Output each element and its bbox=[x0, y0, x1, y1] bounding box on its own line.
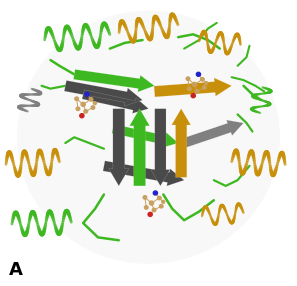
Circle shape bbox=[75, 97, 78, 100]
Circle shape bbox=[203, 86, 206, 89]
Circle shape bbox=[196, 72, 200, 76]
Circle shape bbox=[148, 212, 152, 217]
Circle shape bbox=[157, 196, 161, 200]
Circle shape bbox=[143, 196, 147, 199]
Circle shape bbox=[94, 102, 97, 105]
Circle shape bbox=[18, 11, 279, 263]
Circle shape bbox=[84, 110, 88, 113]
Circle shape bbox=[162, 200, 165, 203]
Circle shape bbox=[152, 208, 156, 212]
Circle shape bbox=[144, 206, 148, 209]
Circle shape bbox=[89, 98, 93, 101]
Circle shape bbox=[191, 94, 195, 98]
Circle shape bbox=[85, 92, 89, 96]
Circle shape bbox=[149, 201, 154, 205]
Circle shape bbox=[200, 78, 204, 81]
Polygon shape bbox=[73, 69, 154, 92]
Circle shape bbox=[192, 82, 197, 86]
Circle shape bbox=[186, 77, 190, 80]
Polygon shape bbox=[112, 124, 178, 148]
Circle shape bbox=[159, 204, 163, 208]
Polygon shape bbox=[64, 80, 143, 106]
Polygon shape bbox=[129, 109, 150, 186]
Circle shape bbox=[81, 102, 85, 106]
Circle shape bbox=[205, 82, 208, 85]
Polygon shape bbox=[172, 109, 191, 177]
Circle shape bbox=[76, 107, 80, 110]
Polygon shape bbox=[154, 78, 232, 97]
Polygon shape bbox=[109, 109, 129, 186]
Circle shape bbox=[187, 87, 191, 90]
Circle shape bbox=[91, 106, 95, 109]
Circle shape bbox=[80, 114, 84, 118]
Polygon shape bbox=[151, 109, 170, 186]
Polygon shape bbox=[82, 90, 148, 113]
Polygon shape bbox=[182, 120, 244, 148]
Polygon shape bbox=[103, 161, 184, 186]
Text: A: A bbox=[9, 261, 23, 279]
Circle shape bbox=[153, 191, 157, 195]
Circle shape bbox=[195, 90, 199, 93]
